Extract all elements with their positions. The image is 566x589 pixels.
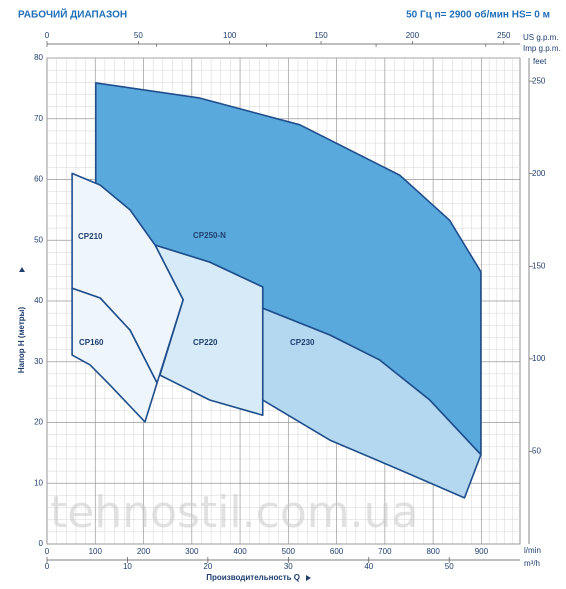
x3-tick-label: 0	[45, 31, 50, 40]
x2-tick-label: 20	[203, 562, 212, 571]
x2-tick-label: 30	[284, 562, 293, 571]
y-axis-label: Напор H (метры)	[17, 307, 26, 374]
y-tick-label: 40	[34, 296, 43, 305]
y-tick-label: 20	[34, 418, 43, 427]
y-tick-label: 10	[34, 478, 43, 487]
regions: CP250-N CP230 CP220 CP210 CP160 tehnostil.com…	[50, 82, 482, 538]
x2-tick-label: 0	[45, 562, 50, 571]
x-tick-label: 800	[426, 547, 440, 556]
x-tick-label: 500	[282, 547, 296, 556]
y2-tick-label: 250	[532, 76, 546, 85]
y-tick-label: 50	[34, 235, 43, 244]
x4-unit: Imp g.p.m.	[523, 44, 561, 53]
x-tick-label: 700	[378, 547, 392, 556]
y2-tick-label: 50	[532, 447, 541, 456]
region-label: CP160	[79, 338, 104, 347]
region-label: CP220	[193, 338, 218, 347]
y2-unit: feet	[533, 57, 547, 66]
y-tick-label: 0	[39, 539, 44, 548]
x-tick-label: 300	[185, 547, 199, 556]
x-tick-label: 900	[475, 547, 489, 556]
y-label-arrow	[19, 267, 25, 272]
x-axis-label: Производительность Q	[206, 573, 300, 582]
watermark: tehnostil.com.ua	[50, 487, 418, 538]
y2-tick-label: 100	[532, 354, 546, 363]
region-label: CP250-N	[193, 231, 226, 240]
y2-tick-label: 200	[532, 169, 546, 178]
region-label: CP230	[290, 338, 315, 347]
x2-tick-label: 10	[123, 562, 132, 571]
region-label: CP210	[78, 232, 103, 241]
x3-unit: US g.p.m.	[523, 33, 559, 42]
x2-tick-label: 40	[364, 562, 373, 571]
x3-tick-label: 100	[223, 31, 237, 40]
x-tick-label: 200	[137, 547, 151, 556]
x3-tick-label: 50	[134, 31, 143, 40]
range-region	[71, 287, 158, 423]
x-tick-label: 400	[233, 547, 247, 556]
y-tick-label: 60	[34, 175, 43, 184]
x-tick-label: 600	[330, 547, 344, 556]
chart-subtitle: 50 Гц n= 2900 об/мин HS= 0 м	[406, 9, 550, 21]
y-tick-label: 80	[34, 53, 43, 62]
range-region	[261, 307, 482, 499]
x2-tick-label: 50	[445, 562, 454, 571]
x-tick-label: 0	[45, 547, 50, 556]
x-tick-label: 100	[89, 547, 103, 556]
chart-title: РАБОЧИЙ ДИАПАЗОН	[18, 8, 127, 21]
x3-tick-label: 250	[497, 31, 511, 40]
x2-unit: m³/h	[524, 559, 540, 568]
x-unit: l/min	[524, 546, 541, 555]
y-tick-label: 70	[34, 114, 43, 123]
y-tick-label: 30	[34, 357, 43, 366]
x3-tick-label: 200	[406, 31, 420, 40]
x3-tick-label: 150	[314, 31, 328, 40]
x-label-arrow	[306, 575, 311, 581]
y2-tick-label: 150	[532, 261, 546, 270]
